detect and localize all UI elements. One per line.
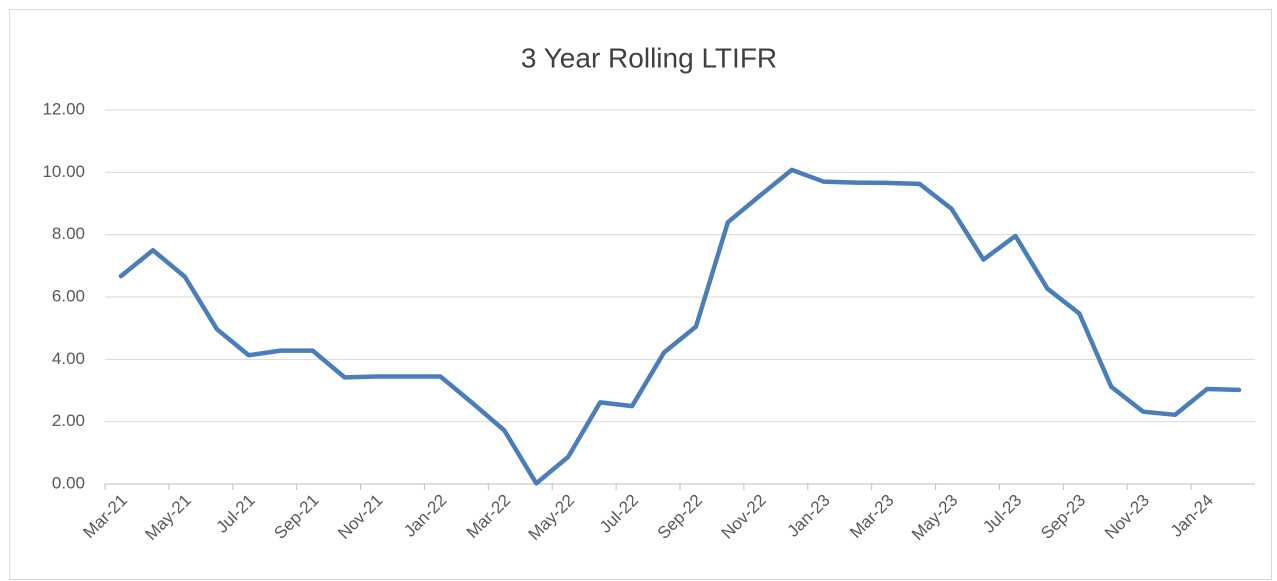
chart-title: 3 Year Rolling LTIFR: [521, 42, 777, 73]
y-tick-label: 4.00: [52, 349, 85, 368]
y-tick-label: 8.00: [52, 224, 85, 243]
data-line: [118, 167, 1242, 486]
y-tick-label: 12.00: [42, 99, 85, 118]
y-tick-label: 6.00: [52, 286, 85, 305]
y-tick-label: 0.00: [52, 473, 85, 492]
y-tick-label: 2.00: [52, 411, 85, 430]
y-tick-label: 10.00: [42, 162, 85, 181]
chart-border: [9, 9, 1272, 580]
